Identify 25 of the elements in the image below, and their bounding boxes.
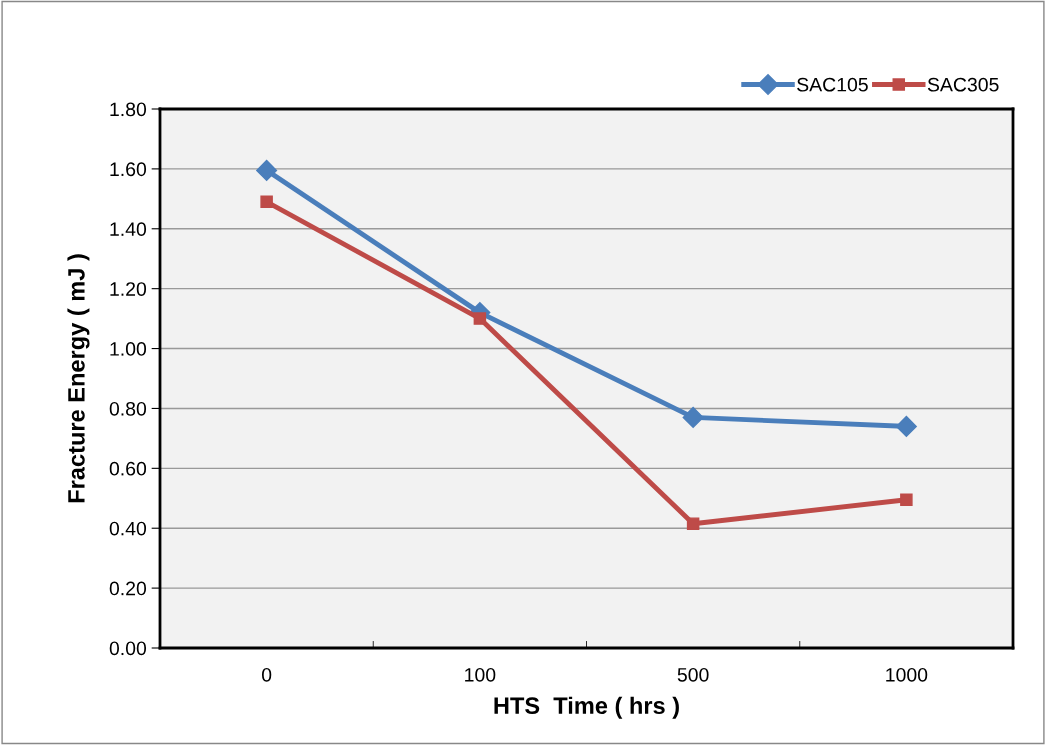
y-tick-label: 1.00 [110, 342, 147, 356]
y-tick-label: 0.20 [109, 581, 147, 596]
point [682, 406, 704, 428]
point [686, 517, 700, 530]
y-axis-title: Fracture Energy ( mJ ) [67, 254, 90, 503]
y-tick-label: 1.80 [110, 102, 147, 117]
x-tick-label: 0 [261, 667, 272, 682]
x-tick-label: 1000 [886, 667, 928, 682]
x-tick-label: 100 [465, 667, 496, 682]
y-tick-label: 1.40 [110, 222, 147, 237]
x-tick-label: 500 [677, 667, 709, 682]
point [256, 159, 278, 181]
point [895, 415, 917, 437]
point [900, 493, 913, 507]
y-tick-label: 0.60 [109, 461, 147, 476]
y-tick-label: 1.20 [110, 282, 147, 296]
y-tick-label: 0.40 [109, 521, 147, 536]
x-axis-title: HTS Time ( hrs ) [494, 696, 679, 719]
y-tick-label: 0.00 [109, 641, 147, 656]
point [473, 312, 487, 325]
y-tick-label: 0.80 [109, 401, 147, 416]
y-tick-label: 1.60 [110, 162, 147, 177]
point [260, 195, 273, 209]
legend-label: SAC105 [797, 77, 868, 92]
legend-label: SAC305 [927, 77, 999, 92]
